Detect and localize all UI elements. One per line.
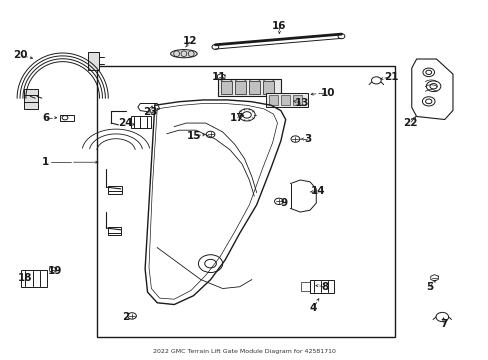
- Bar: [293, 95, 302, 105]
- Bar: [107, 186, 122, 194]
- Text: 15: 15: [187, 131, 202, 140]
- Bar: [221, 81, 231, 94]
- Text: 7: 7: [440, 319, 447, 329]
- Bar: [217, 79, 280, 96]
- Bar: [88, 52, 99, 70]
- Text: 13: 13: [294, 99, 308, 108]
- Text: 16: 16: [272, 21, 286, 31]
- Text: 12: 12: [183, 36, 197, 46]
- Text: 10: 10: [320, 88, 334, 98]
- Text: 4: 4: [309, 303, 316, 313]
- Bar: [60, 114, 74, 121]
- Bar: [269, 95, 277, 105]
- Bar: [301, 282, 309, 291]
- Text: 1: 1: [42, 157, 49, 167]
- Text: 3: 3: [304, 134, 311, 144]
- Text: 14: 14: [310, 186, 325, 196]
- Bar: [249, 81, 260, 94]
- Text: 6: 6: [42, 113, 49, 123]
- Text: 24: 24: [118, 118, 133, 128]
- Circle shape: [274, 198, 283, 204]
- Text: 19: 19: [48, 266, 62, 276]
- Text: 11: 11: [212, 72, 226, 82]
- Bar: [309, 280, 333, 293]
- Text: 23: 23: [142, 107, 157, 117]
- Text: 21: 21: [383, 72, 397, 82]
- Bar: [266, 93, 307, 107]
- Bar: [20, 270, 47, 287]
- Bar: [97, 66, 394, 337]
- Circle shape: [206, 131, 215, 138]
- Text: 2022 GMC Terrain Lift Gate Module Diagram for 42581710: 2022 GMC Terrain Lift Gate Module Diagra…: [153, 349, 335, 354]
- Text: 17: 17: [229, 113, 244, 123]
- Bar: [263, 81, 273, 94]
- Bar: [281, 95, 289, 105]
- Ellipse shape: [170, 50, 197, 58]
- Text: 9: 9: [280, 198, 287, 208]
- Bar: [107, 227, 121, 235]
- Text: 22: 22: [402, 118, 417, 128]
- Text: 5: 5: [425, 282, 432, 292]
- Bar: [235, 81, 245, 94]
- Bar: [130, 116, 151, 129]
- Text: 18: 18: [18, 273, 33, 283]
- Circle shape: [290, 136, 299, 142]
- Circle shape: [127, 313, 136, 319]
- Text: 20: 20: [13, 50, 28, 60]
- Text: 2: 2: [122, 312, 129, 322]
- Text: 8: 8: [321, 282, 328, 292]
- Bar: [24, 89, 39, 109]
